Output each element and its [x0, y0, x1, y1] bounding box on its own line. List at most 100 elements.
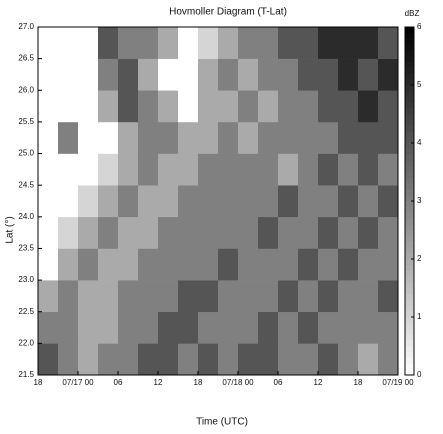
heat-cell	[238, 311, 259, 344]
x-tick-label: 18	[34, 378, 43, 387]
heat-cell	[298, 280, 319, 313]
heat-cell	[378, 58, 399, 91]
heat-cell	[38, 58, 59, 91]
heat-cell	[338, 343, 359, 376]
heat-cell	[118, 343, 139, 376]
heat-cell	[258, 185, 279, 218]
heat-cell	[238, 185, 259, 218]
colorbar-segment	[405, 183, 414, 190]
heat-cell	[178, 153, 199, 186]
colorbar-segment	[405, 56, 414, 63]
heat-cell	[78, 58, 99, 91]
heat-cell	[198, 27, 219, 59]
heat-cell	[178, 343, 199, 376]
colorbar-segment	[405, 230, 414, 237]
heat-cell	[338, 311, 359, 344]
heat-cell	[38, 280, 59, 313]
heat-cell	[78, 216, 99, 249]
heat-cell	[78, 280, 99, 313]
heat-cell	[78, 121, 99, 154]
heat-cell	[158, 185, 179, 218]
heat-cell	[118, 27, 139, 59]
heat-cell	[58, 280, 79, 313]
heat-cell	[238, 216, 259, 249]
colorbar-segment	[405, 50, 414, 57]
heat-cell	[338, 216, 359, 249]
heat-cell	[118, 248, 139, 281]
heat-cell	[258, 343, 279, 376]
colorbar-segment	[405, 38, 414, 45]
heat-cell	[218, 121, 239, 154]
heat-cell	[98, 216, 119, 249]
heat-cell	[298, 216, 319, 249]
heat-cell	[278, 121, 299, 154]
heat-cell	[178, 185, 199, 218]
heat-cell	[198, 90, 219, 123]
heat-cell	[258, 216, 279, 249]
colorbar-segment	[405, 79, 414, 86]
colorbar-segment	[405, 90, 414, 97]
heat-cell	[78, 248, 99, 281]
heat-cell	[38, 248, 59, 281]
heat-cell	[118, 153, 139, 186]
colorbar-segment	[405, 148, 414, 155]
heat-cell	[338, 90, 359, 123]
heat-cell	[218, 311, 239, 344]
heat-cell	[198, 216, 219, 249]
heat-cell	[258, 90, 279, 123]
heat-cell	[178, 58, 199, 91]
heat-cell	[358, 311, 379, 344]
heat-cell	[58, 90, 79, 123]
colorbar-segment	[405, 119, 414, 126]
colorbar-segment	[405, 351, 414, 358]
colorbar-segment	[405, 32, 414, 39]
colorbar-segment	[405, 247, 414, 254]
y-tick-label: 23.0	[18, 275, 34, 284]
colorbar-segment	[405, 108, 414, 115]
heat-cell	[318, 121, 339, 154]
heat-cell	[378, 280, 399, 313]
colorbar-tick-label: 4	[417, 138, 422, 147]
heat-cell	[218, 153, 239, 186]
colorbar-tick-label: 5	[417, 80, 422, 89]
heat-cell	[338, 248, 359, 281]
heat-cell	[78, 153, 99, 186]
colorbar-segment	[405, 96, 414, 103]
heat-cell	[318, 90, 339, 123]
heat-cell	[198, 153, 219, 186]
heat-cell	[298, 343, 319, 376]
heat-cell	[98, 185, 119, 218]
heat-cell	[198, 248, 219, 281]
heat-cell	[158, 121, 179, 154]
heat-cell	[178, 280, 199, 313]
colorbar-segment	[405, 363, 414, 370]
heat-cell	[58, 121, 79, 154]
heat-cell	[258, 311, 279, 344]
colorbar-segment	[405, 206, 414, 213]
heat-cell	[298, 90, 319, 123]
heat-cell	[278, 27, 299, 59]
heat-cell	[378, 343, 399, 376]
heat-cell	[58, 311, 79, 344]
colorbar-segment	[405, 328, 414, 335]
heat-cell	[78, 343, 99, 376]
heat-cell	[338, 280, 359, 313]
heat-cell	[178, 121, 199, 154]
heat-cell	[278, 248, 299, 281]
colorbar-tick-label: 0	[417, 370, 422, 379]
heat-cell	[198, 185, 219, 218]
heat-cell	[338, 27, 359, 59]
heat-cell	[278, 280, 299, 313]
y-tick-label: 26.5	[18, 54, 34, 63]
heat-cell	[78, 311, 99, 344]
heat-cell	[338, 58, 359, 91]
heat-cell	[98, 90, 119, 123]
colorbar-segment	[405, 85, 414, 92]
heat-cell	[38, 27, 59, 59]
heat-cell	[258, 121, 279, 154]
colorbar-tick-label: 1	[417, 312, 422, 321]
heat-cell	[118, 58, 139, 91]
heat-cell	[278, 343, 299, 376]
colorbar-segment	[405, 293, 414, 300]
heat-cell	[238, 248, 259, 281]
